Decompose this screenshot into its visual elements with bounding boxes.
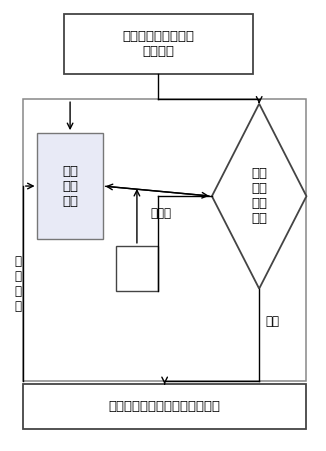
FancyBboxPatch shape	[37, 133, 103, 239]
Text: 溢出: 溢出	[266, 315, 280, 328]
Text: 获取道路交叉口的交
通流参数: 获取道路交叉口的交 通流参数	[122, 30, 194, 58]
Text: 排队
长度
检测: 排队 长度 检测	[62, 165, 78, 207]
Polygon shape	[212, 104, 306, 289]
Text: 排
队
重
置: 排 队 重 置	[14, 254, 21, 313]
FancyBboxPatch shape	[23, 384, 306, 429]
Text: 排队
溢出
事件
判定: 排队 溢出 事件 判定	[251, 167, 267, 225]
FancyBboxPatch shape	[64, 14, 253, 74]
Text: 计算上行交叉口的绿灯放行时间: 计算上行交叉口的绿灯放行时间	[109, 400, 221, 413]
FancyBboxPatch shape	[116, 246, 158, 291]
Text: 非溢出: 非溢出	[150, 207, 171, 221]
